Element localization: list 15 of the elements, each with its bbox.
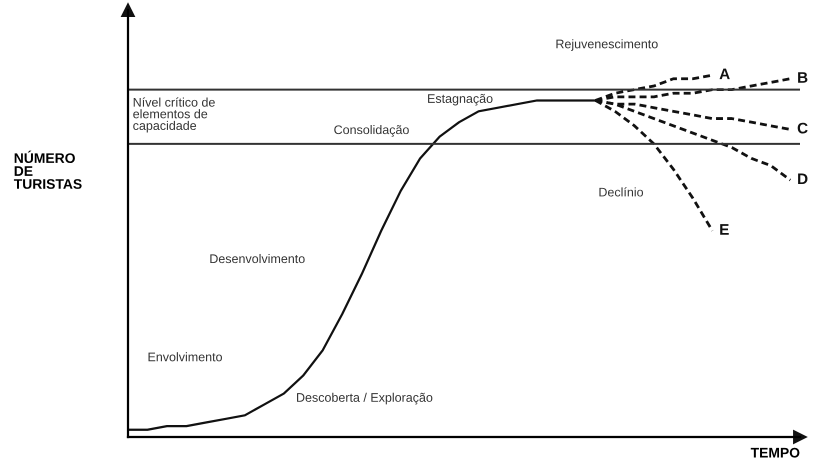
series-label: A xyxy=(720,68,730,80)
series-label: C xyxy=(798,122,808,134)
series-label: D xyxy=(798,174,808,184)
annotation: Declínio xyxy=(599,187,644,197)
annotation: Nível crítico de elementos de capacidade xyxy=(133,97,215,132)
series-label: B xyxy=(798,72,808,83)
annotation: Descoberta / Exploração xyxy=(297,392,432,404)
annotation: Consolidação xyxy=(334,124,409,137)
annotation: Estagnação xyxy=(428,94,493,106)
annotation: Desenvolvimento xyxy=(210,254,305,264)
text: Rejuvenescimento xyxy=(556,39,658,51)
x-axis-title: TEMPO xyxy=(750,448,800,458)
y-axis-title: NÚMERO DE TURISTAS xyxy=(14,150,82,189)
series-label: E xyxy=(720,224,729,235)
annotation: Envolvimento xyxy=(148,352,222,362)
